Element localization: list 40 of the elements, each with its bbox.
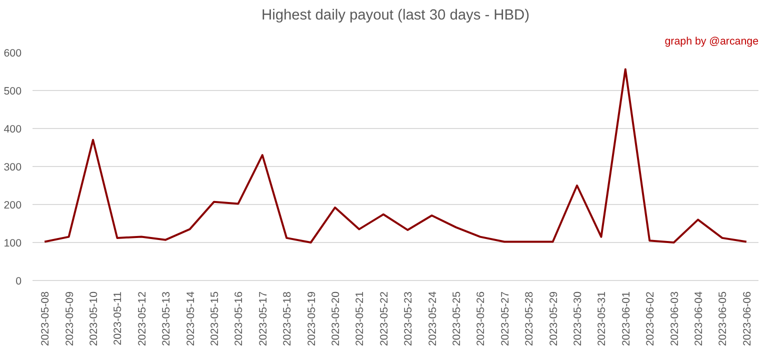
x-tick-label: 2023-05-18 bbox=[282, 291, 294, 346]
x-tick-label: 2023-05-08 bbox=[40, 291, 52, 346]
x-tick-label: 2023-05-11 bbox=[112, 291, 124, 346]
x-tick-label: 2023-05-12 bbox=[136, 291, 148, 346]
y-tick-label: 600 bbox=[4, 48, 22, 60]
x-tick-label: 2023-05-17 bbox=[257, 291, 270, 346]
x-tick-label: 2023-05-20 bbox=[330, 291, 342, 346]
x-tick-label: 2023-05-16 bbox=[233, 291, 246, 346]
x-tick-label: 2023-05-19 bbox=[306, 291, 318, 346]
chart-title: Highest daily payout (last 30 days - HBD) bbox=[262, 8, 530, 24]
y-tick-label: 300 bbox=[4, 162, 22, 174]
x-tick-label: 2023-05-14 bbox=[184, 291, 197, 346]
x-tick-label: 2023-05-27 bbox=[499, 291, 512, 346]
x-tick-label: 2023-05-28 bbox=[524, 291, 536, 346]
x-tick-label: 2023-05-23 bbox=[402, 291, 415, 346]
x-tick-label: 2023-06-04 bbox=[693, 291, 705, 346]
x-tick-label: 2023-06-03 bbox=[668, 291, 681, 346]
line-series bbox=[44, 68, 748, 244]
x-tick-label: 2023-05-09 bbox=[64, 291, 76, 346]
x-tick-label: 2023-06-01 bbox=[620, 291, 632, 346]
x-tick-label: 2023-05-15 bbox=[209, 291, 221, 346]
x-tick-label: 2023-06-05 bbox=[717, 291, 730, 346]
y-tick-label: 100 bbox=[4, 238, 22, 250]
x-tick-label: 2023-05-13 bbox=[160, 291, 173, 346]
x-tick-label: 2023-05-31 bbox=[596, 291, 608, 346]
x-tick-label: 2023-05-26 bbox=[475, 291, 488, 346]
x-tick-label: 2023-06-06 bbox=[741, 291, 754, 346]
x-tick-label: 2023-05-30 bbox=[572, 291, 584, 346]
y-tick-label: 400 bbox=[4, 124, 22, 136]
x-tick-label: 2023-05-29 bbox=[548, 291, 560, 346]
x-tick-label: 2023-05-10 bbox=[88, 291, 100, 346]
y-tick-label: 500 bbox=[4, 86, 22, 98]
text: graph by @arcange bbox=[664, 36, 759, 48]
x-tick-label: 2023-05-22 bbox=[378, 291, 390, 346]
y-tick-label: 200 bbox=[4, 200, 22, 212]
y-tick-label: 0 bbox=[16, 276, 22, 288]
x-tick-label: 2023-06-02 bbox=[644, 291, 657, 346]
x-tick-label: 2023-05-25 bbox=[451, 291, 463, 346]
x-tick-label: 2023-05-24 bbox=[426, 291, 439, 346]
x-tick-label: 2023-05-21 bbox=[354, 291, 366, 346]
